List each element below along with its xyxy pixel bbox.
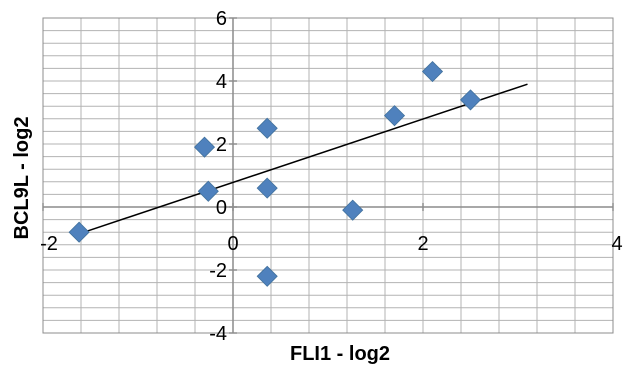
data-point-marker xyxy=(197,180,219,202)
x-tick-label: -2 xyxy=(40,233,58,255)
trendline xyxy=(78,83,528,235)
data-point-marker xyxy=(256,117,278,139)
x-tick-label: 2 xyxy=(417,233,428,255)
y-tick-label: 6 xyxy=(216,8,227,30)
y-tick-label: 4 xyxy=(216,71,227,93)
x-tick-label: 4 xyxy=(611,233,622,255)
plot-area-border xyxy=(42,17,614,334)
y-axis-title: BCL9L - log2 xyxy=(11,117,33,240)
y-tick-label: 2 xyxy=(216,134,227,156)
data-point-marker xyxy=(256,265,278,287)
data-point-marker xyxy=(256,177,278,199)
data-point-marker xyxy=(193,136,216,158)
x-axis-title: FLI1 - log2 xyxy=(290,343,390,365)
trendline-group xyxy=(78,83,528,235)
data-points xyxy=(68,60,482,287)
data-point-marker xyxy=(459,89,482,111)
grid xyxy=(42,17,614,334)
y-tick-label: -4 xyxy=(209,323,227,345)
y-tick-label: 0 xyxy=(216,197,227,219)
y-tick-label: -2 xyxy=(209,260,227,282)
data-point-marker xyxy=(342,199,364,221)
data-point-marker xyxy=(421,60,444,83)
x-tick-label: 0 xyxy=(227,233,238,255)
data-point-marker xyxy=(68,221,90,243)
data-point-marker xyxy=(383,105,406,127)
axes xyxy=(42,17,614,334)
